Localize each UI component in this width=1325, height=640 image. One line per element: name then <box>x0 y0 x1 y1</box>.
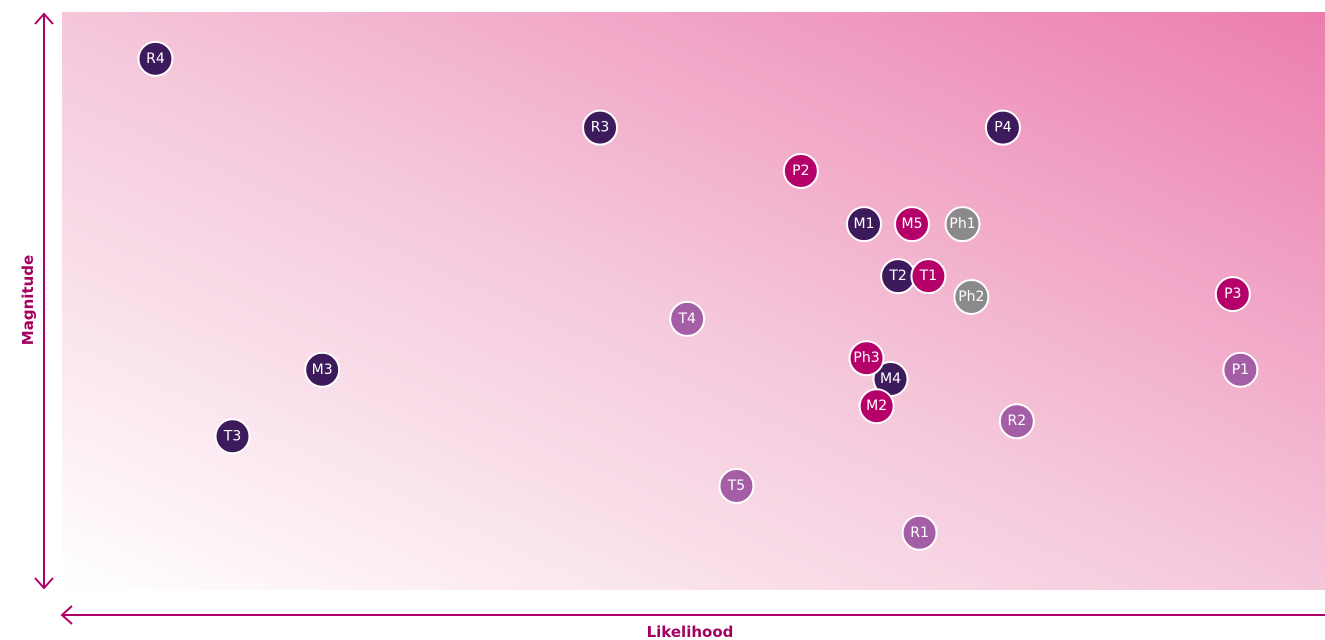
risk-point <box>137 40 174 77</box>
point-label: R1 <box>910 525 929 541</box>
risk-point <box>901 514 938 551</box>
point-label: R2 <box>1008 413 1027 429</box>
risk-point <box>944 206 981 243</box>
risk-point <box>1214 276 1251 313</box>
point-label: T3 <box>223 428 241 444</box>
point-label: M5 <box>901 216 922 232</box>
point-label: T1 <box>919 268 937 284</box>
point-label: T4 <box>677 311 696 327</box>
point-label: P2 <box>792 163 809 179</box>
point-label: M1 <box>854 216 875 232</box>
risk-point <box>858 388 895 425</box>
risk-point <box>848 340 885 377</box>
point-label: R3 <box>591 120 610 136</box>
risk-point <box>953 278 990 315</box>
axes <box>34 12 1325 625</box>
point-label: Ph1 <box>949 216 975 232</box>
risk-point <box>910 258 947 295</box>
point-label: M4 <box>880 371 901 387</box>
risk-point <box>669 300 706 337</box>
point-label: Ph3 <box>853 350 879 366</box>
risk-point <box>846 206 883 243</box>
risk-point <box>718 467 755 504</box>
x-arrow <box>60 605 73 625</box>
risk-point <box>214 418 251 455</box>
point-label: M3 <box>312 362 333 378</box>
risk-point <box>998 403 1035 440</box>
point-label: M2 <box>866 398 887 414</box>
point-label: T2 <box>888 268 906 284</box>
risk-point <box>304 351 341 388</box>
y-arrow-bottom <box>34 577 54 590</box>
point-label: T5 <box>727 478 745 494</box>
risk-point <box>1222 351 1259 388</box>
point-label: P1 <box>1232 362 1249 378</box>
risk-point <box>984 109 1021 146</box>
y-axis-label: Magnitude <box>19 255 37 345</box>
risk-point <box>782 152 819 189</box>
plot-area <box>62 12 1325 590</box>
point-label: P4 <box>994 120 1011 136</box>
point-label: Ph2 <box>958 289 984 305</box>
point-label: P3 <box>1224 286 1241 302</box>
point-label: R4 <box>146 51 165 67</box>
x-axis-label: Likelihood <box>647 623 734 640</box>
y-arrow-top <box>34 12 54 25</box>
risk-point <box>893 206 930 243</box>
risk-point <box>582 109 619 146</box>
